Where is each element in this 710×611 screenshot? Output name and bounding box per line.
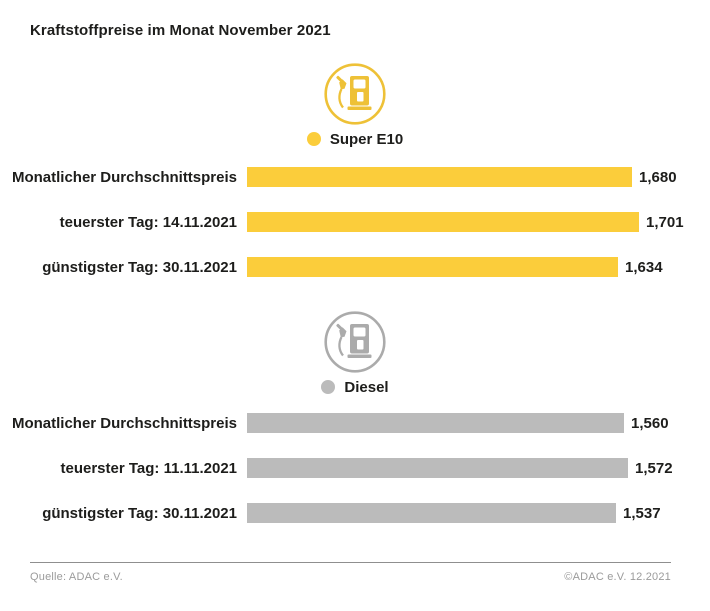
bar-row: günstigster Tag: 30.11.2021 1,634	[0, 257, 710, 277]
bar	[247, 257, 618, 277]
bar-row: Monatlicher Durchschnittspreis 1,560	[0, 413, 710, 433]
bar	[247, 458, 628, 478]
legend-label-super-e10: Super E10	[329, 130, 404, 148]
bar	[247, 503, 616, 523]
bar-value-label: 1,701	[646, 213, 684, 231]
bar-row-label: teuerster Tag: 11.11.2021	[60, 459, 238, 477]
bar-row-label: teuerster Tag: 14.11.2021	[59, 213, 237, 231]
page-title: Kraftstoffpreise im Monat November 2021	[30, 22, 331, 39]
legend-diesel: Diesel	[0, 377, 710, 397]
bar-row-label: günstigster Tag: 30.11.2021	[42, 504, 237, 522]
bar-rows-diesel: Monatlicher Durchschnittspreis 1,560 teu…	[0, 413, 710, 523]
legend-label-diesel: Diesel	[344, 378, 389, 396]
legend-super-e10: Super E10	[0, 129, 710, 149]
bar-value-label: 1,680	[639, 168, 677, 186]
fuel-pump-icon	[323, 310, 387, 374]
bar-rows-super-e10: Monatlicher Durchschnittspreis 1,680 teu…	[0, 167, 710, 277]
bar-row: teuerster Tag: 14.11.2021 1,701	[0, 212, 710, 232]
fuel-pump-icon	[323, 62, 387, 126]
footer: Quelle: ADAC e.V. ©ADAC e.V. 12.2021	[30, 571, 671, 583]
bar	[247, 212, 639, 232]
bar-row: günstigster Tag: 30.11.2021 1,537	[0, 503, 710, 523]
bar	[247, 413, 624, 433]
section-diesel: Diesel Monatlicher Durchschnittspreis 1,…	[0, 310, 710, 548]
bar-value-label: 1,560	[631, 414, 669, 432]
legend-dot-super-e10	[306, 132, 321, 146]
source-note: Quelle: ADAC e.V.	[30, 571, 123, 583]
legend-dot-diesel	[321, 380, 336, 394]
bar-value-label: 1,572	[635, 459, 673, 477]
copyright-note: ©ADAC e.V. 12.2021	[564, 571, 671, 583]
bar-value-label: 1,537	[623, 504, 661, 522]
bar-row-label: Monatlicher Durchschnittspreis	[11, 168, 237, 186]
bar-value-label: 1,634	[625, 258, 663, 276]
bar-row-label: günstigster Tag: 30.11.2021	[42, 258, 237, 276]
footer-divider	[30, 562, 671, 563]
bar	[247, 167, 632, 187]
bar-row: teuerster Tag: 11.11.2021 1,572	[0, 458, 710, 478]
bar-row: Monatlicher Durchschnittspreis 1,680	[0, 167, 710, 187]
bar-row-label: Monatlicher Durchschnittspreis	[11, 414, 237, 432]
section-super-e10: Super E10 Monatlicher Durchschnittspreis…	[0, 62, 710, 302]
